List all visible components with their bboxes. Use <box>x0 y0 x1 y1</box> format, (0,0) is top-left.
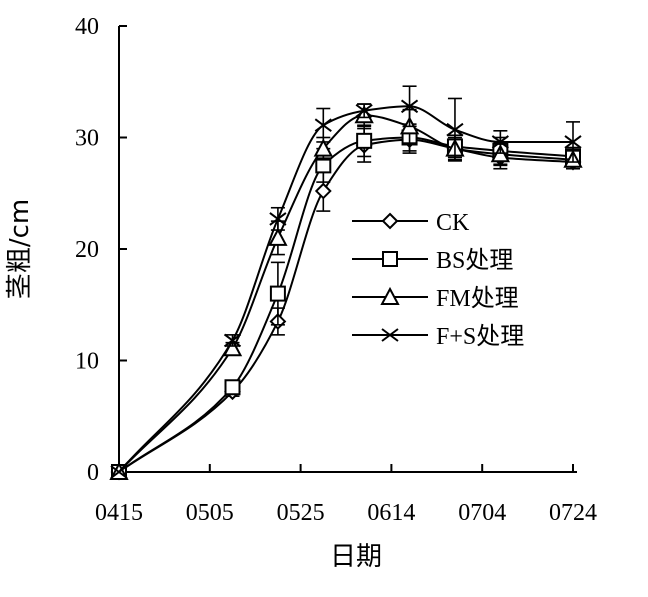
data-point <box>355 103 373 118</box>
data-point <box>314 182 332 200</box>
legend-label: FM处理 <box>436 285 519 312</box>
y-tick-label: 0 <box>87 460 99 486</box>
y-tick-label: 10 <box>75 349 99 375</box>
data-point <box>268 227 288 246</box>
data-point <box>314 118 332 133</box>
x-tick-label: 0704 <box>458 500 506 526</box>
x-axis-title: 日期 <box>330 542 382 572</box>
series-group <box>109 85 583 481</box>
data-point <box>491 135 509 149</box>
legend-label: F+S处理 <box>436 323 524 350</box>
data-point <box>223 333 242 348</box>
y-tick-label: 20 <box>75 237 99 263</box>
legend-item: FM处理 <box>352 285 519 312</box>
x-tick-label: 0505 <box>186 500 234 526</box>
x-tick-label: 0724 <box>549 500 597 526</box>
y-tick-label: 40 <box>75 14 99 40</box>
data-point <box>269 212 287 226</box>
x-tick-label: 0415 <box>95 500 143 526</box>
legend-marker <box>381 212 399 230</box>
data-point <box>400 99 419 114</box>
legend: CK BS处理 FM处理 F+S处理 <box>352 210 524 350</box>
legend-item: BS处理 <box>352 247 513 274</box>
legend-label: CK <box>436 210 470 236</box>
data-point <box>564 135 582 149</box>
y-axis-title: 茎粗/cm <box>5 199 35 299</box>
legend-marker <box>380 286 400 305</box>
legend-marker <box>382 251 398 267</box>
data-point <box>446 122 464 137</box>
series-x <box>110 85 582 479</box>
data-point <box>313 138 333 157</box>
legend-item: F+S处理 <box>352 323 524 350</box>
legend-item: CK <box>352 210 470 236</box>
x-tick-label: 0614 <box>367 500 415 526</box>
legend-marker <box>381 328 399 342</box>
data-point <box>269 285 286 302</box>
x-tick-label: 0525 <box>277 500 325 526</box>
y-tick-label: 30 <box>75 126 99 152</box>
y-axis-ticks: 0 10 20 30 40 <box>75 14 127 486</box>
legend-label: BS处理 <box>436 247 513 274</box>
data-point <box>110 465 128 479</box>
x-axis-ticks: 0415 0505 0525 0614 0704 0724 <box>95 464 597 526</box>
data-point <box>356 132 373 149</box>
data-point <box>224 379 241 396</box>
